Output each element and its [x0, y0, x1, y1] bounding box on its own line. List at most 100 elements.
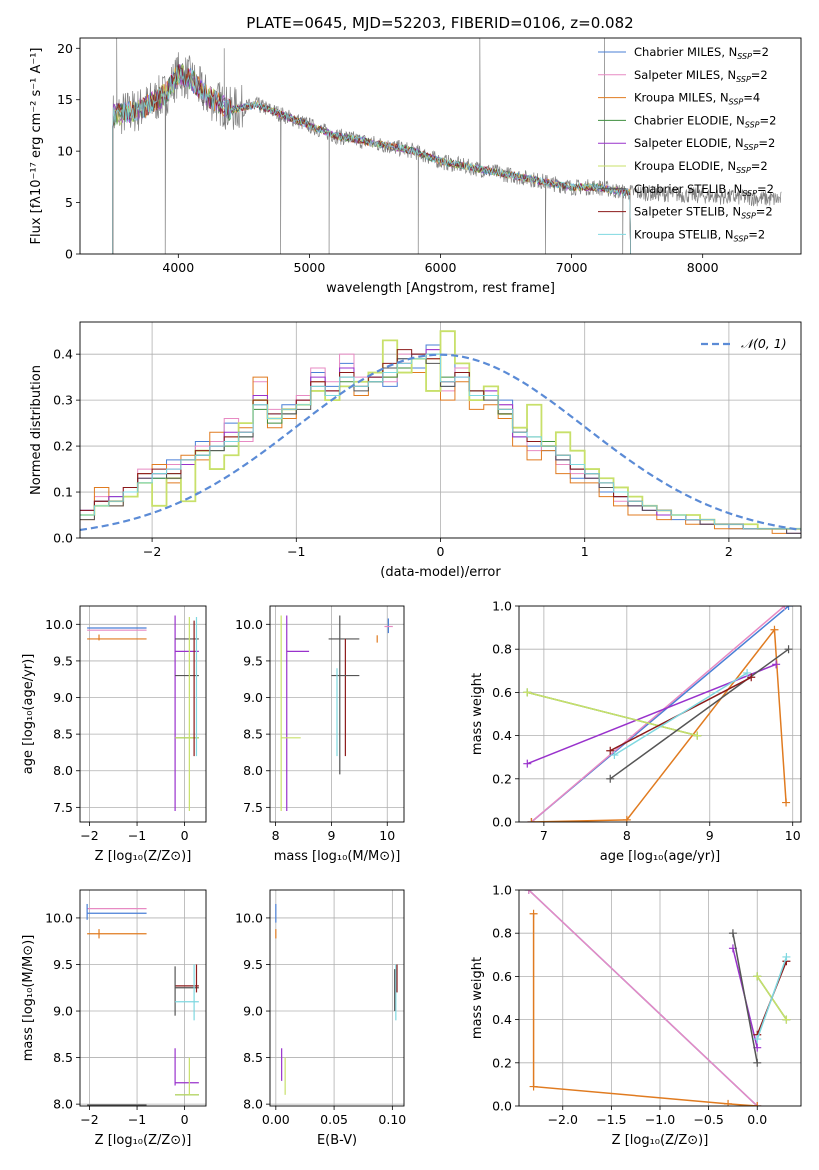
y-tick-label: 10.0: [45, 617, 73, 632]
y-tick-label: 8.0: [243, 1097, 263, 1112]
x-axis-label: Z [log₁₀(Z/Z⊙)]: [612, 1133, 709, 1148]
legend: Chabrier MILES, NSSP=2 Salpeter MILES, NS…: [598, 45, 776, 243]
y-tick-label: 0.2: [492, 1055, 512, 1070]
weight-line: [530, 606, 785, 822]
x-tick-label: 8000: [687, 260, 719, 275]
y-tick-label: 0.8: [492, 926, 512, 941]
y-tick-label: 9.0: [243, 1004, 263, 1019]
histogram-kroupa-stelib: [80, 353, 801, 530]
data-point: [693, 731, 702, 740]
y-axis-label: mass weight: [470, 957, 485, 1039]
x-tick-label: 0.10: [378, 1112, 406, 1127]
data-point: [606, 746, 615, 755]
y-tick-label: 1.0: [492, 599, 512, 614]
data-point: [770, 625, 779, 634]
data-point: [529, 1082, 538, 1091]
data-point: [753, 972, 762, 981]
x-tick-label: 10: [785, 828, 801, 843]
x-tick-label: −1.0: [645, 1112, 675, 1127]
x-axis-label: Z [log₁₀(Z/Z⊙)]: [95, 1133, 192, 1148]
weight-line: [609, 648, 789, 780]
weight-line: [756, 956, 788, 1040]
data-point: [747, 673, 756, 682]
data-point: [728, 929, 737, 938]
x-tick-label: −1: [128, 1112, 146, 1127]
chart-residuals: 𝒩(0, 1) −2 −1 0 1 2 0.0 0.1 0.2 0.3 0.4 (data-model…: [29, 321, 802, 580]
y-tick-label: 9.5: [243, 957, 263, 972]
model-spectrum-chabrier-stelib: [112, 64, 631, 254]
x-tick-label: −1: [287, 544, 305, 559]
x-tick-label: −1: [128, 828, 146, 843]
weight-line: [732, 933, 758, 1063]
data-point: [724, 1099, 733, 1106]
x-tick-label: −1.5: [596, 1112, 626, 1127]
chart-age_vs_z: −2 −1 0 7.5 8.0 8.5 9.0 9.5 10.0 Z [log₁₀(Z/Z⊙)] a…: [21, 605, 207, 864]
weight-line: [532, 913, 758, 1106]
y-tick-label: 8.0: [53, 763, 73, 778]
y-tick-label: 9.0: [53, 1004, 73, 1019]
y-tick-label: 9.5: [243, 653, 263, 668]
legend-label: 𝒩(0, 1): [741, 336, 787, 351]
y-tick-label: 0.6: [492, 685, 512, 700]
plot-frame: [79, 605, 207, 823]
x-tick-label: 10: [379, 828, 395, 843]
data-point: [529, 909, 538, 918]
x-axis-label: (data-model)/error: [380, 565, 501, 580]
model-spectrum-salpeter-elodie: [112, 63, 631, 254]
x-tick-label: −2: [143, 544, 161, 559]
y-tick-label: 0.2: [53, 439, 73, 454]
y-tick-label: 9.0: [53, 690, 73, 705]
y-tick-label: 0.3: [53, 393, 73, 408]
y-tick-label: 9.0: [243, 690, 263, 705]
y-tick-label: 0.0: [492, 815, 512, 830]
data-point: [606, 774, 615, 783]
data-point: [780, 606, 789, 610]
y-axis-label: Normed distribution: [29, 365, 44, 495]
model-spectrum-kroupa-elodie: [112, 64, 631, 254]
weight-line: [527, 691, 698, 737]
legend-label: Salpeter MILES, NSSP=2: [634, 68, 768, 84]
x-tick-label: 6000: [425, 260, 457, 275]
model-spectrum-kroupa-stelib: [112, 66, 631, 254]
observed-spectrum: [112, 38, 782, 254]
figure-title: PLATE=0645, MJD=52203, FIBERID=0106, z=0…: [246, 14, 633, 32]
y-tick-label: 0.8: [492, 642, 512, 657]
x-tick-label: 9: [706, 828, 714, 843]
data-point: [524, 890, 533, 894]
data-point: [523, 759, 532, 768]
data-point: [782, 1015, 791, 1024]
x-tick-label: 4000: [162, 260, 194, 275]
y-tick-label: 10: [57, 144, 73, 159]
y-tick-label: 10.0: [235, 617, 263, 632]
x-tick-label: 0: [181, 1112, 189, 1127]
x-axis-label: Z [log₁₀(Z/Z⊙)]: [95, 849, 192, 864]
y-tick-label: 0.0: [492, 1099, 512, 1114]
y-tick-label: 8.0: [53, 1097, 73, 1112]
y-tick-label: 0.0: [53, 531, 73, 546]
legend-label: Chabrier ELODIE, NSSP=2: [634, 113, 776, 129]
x-axis-label: age [log₁₀(age/yr)]: [600, 849, 721, 864]
y-tick-label: 8.5: [243, 727, 263, 742]
y-axis-label: mass weight: [470, 673, 485, 755]
data-point: [782, 952, 791, 961]
legend-label: Salpeter STELIB, NSSP=2: [634, 205, 773, 221]
data-point: [784, 645, 793, 654]
x-tick-label: 7: [540, 828, 548, 843]
x-tick-label: −0.5: [693, 1112, 723, 1127]
data-point: [753, 1102, 762, 1106]
legend-label: Salpeter ELODIE, NSSP=2: [634, 136, 775, 152]
chart-weight_vs_age: 7 8 9 10 0.0 0.2 0.4 0.6 0.8 1.0 age [log₁₀(age/yr…: [470, 599, 802, 864]
x-tick-label: 2: [725, 544, 733, 559]
data-point: [743, 668, 752, 677]
plot-area: [112, 38, 782, 254]
plot-area: [80, 890, 206, 1106]
x-axis-label: mass [log₁₀(M/M⊙)]: [274, 849, 401, 864]
chart-age_vs_mass: 8 9 10 7.5 8.0 8.5 9.0 9.5 10.0 mass [log₁₀(M/M⊙)…: [235, 605, 405, 864]
y-tick-label: 9.5: [53, 957, 73, 972]
data-point: [753, 1058, 762, 1067]
plot-frame: [269, 889, 405, 1107]
y-axis-label: Flux [fλ10⁻¹⁷ erg cm⁻² s⁻¹ A⁻¹]: [29, 48, 44, 245]
y-tick-label: 7.5: [53, 800, 73, 815]
y-tick-label: 20: [57, 41, 73, 56]
model-spectrum-kroupa-miles: [112, 67, 631, 254]
